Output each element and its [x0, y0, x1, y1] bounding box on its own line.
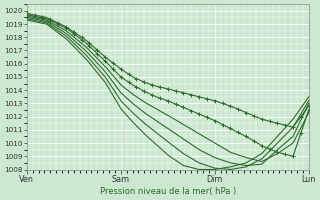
X-axis label: Pression niveau de la mer( hPa ): Pression niveau de la mer( hPa )	[100, 187, 236, 196]
